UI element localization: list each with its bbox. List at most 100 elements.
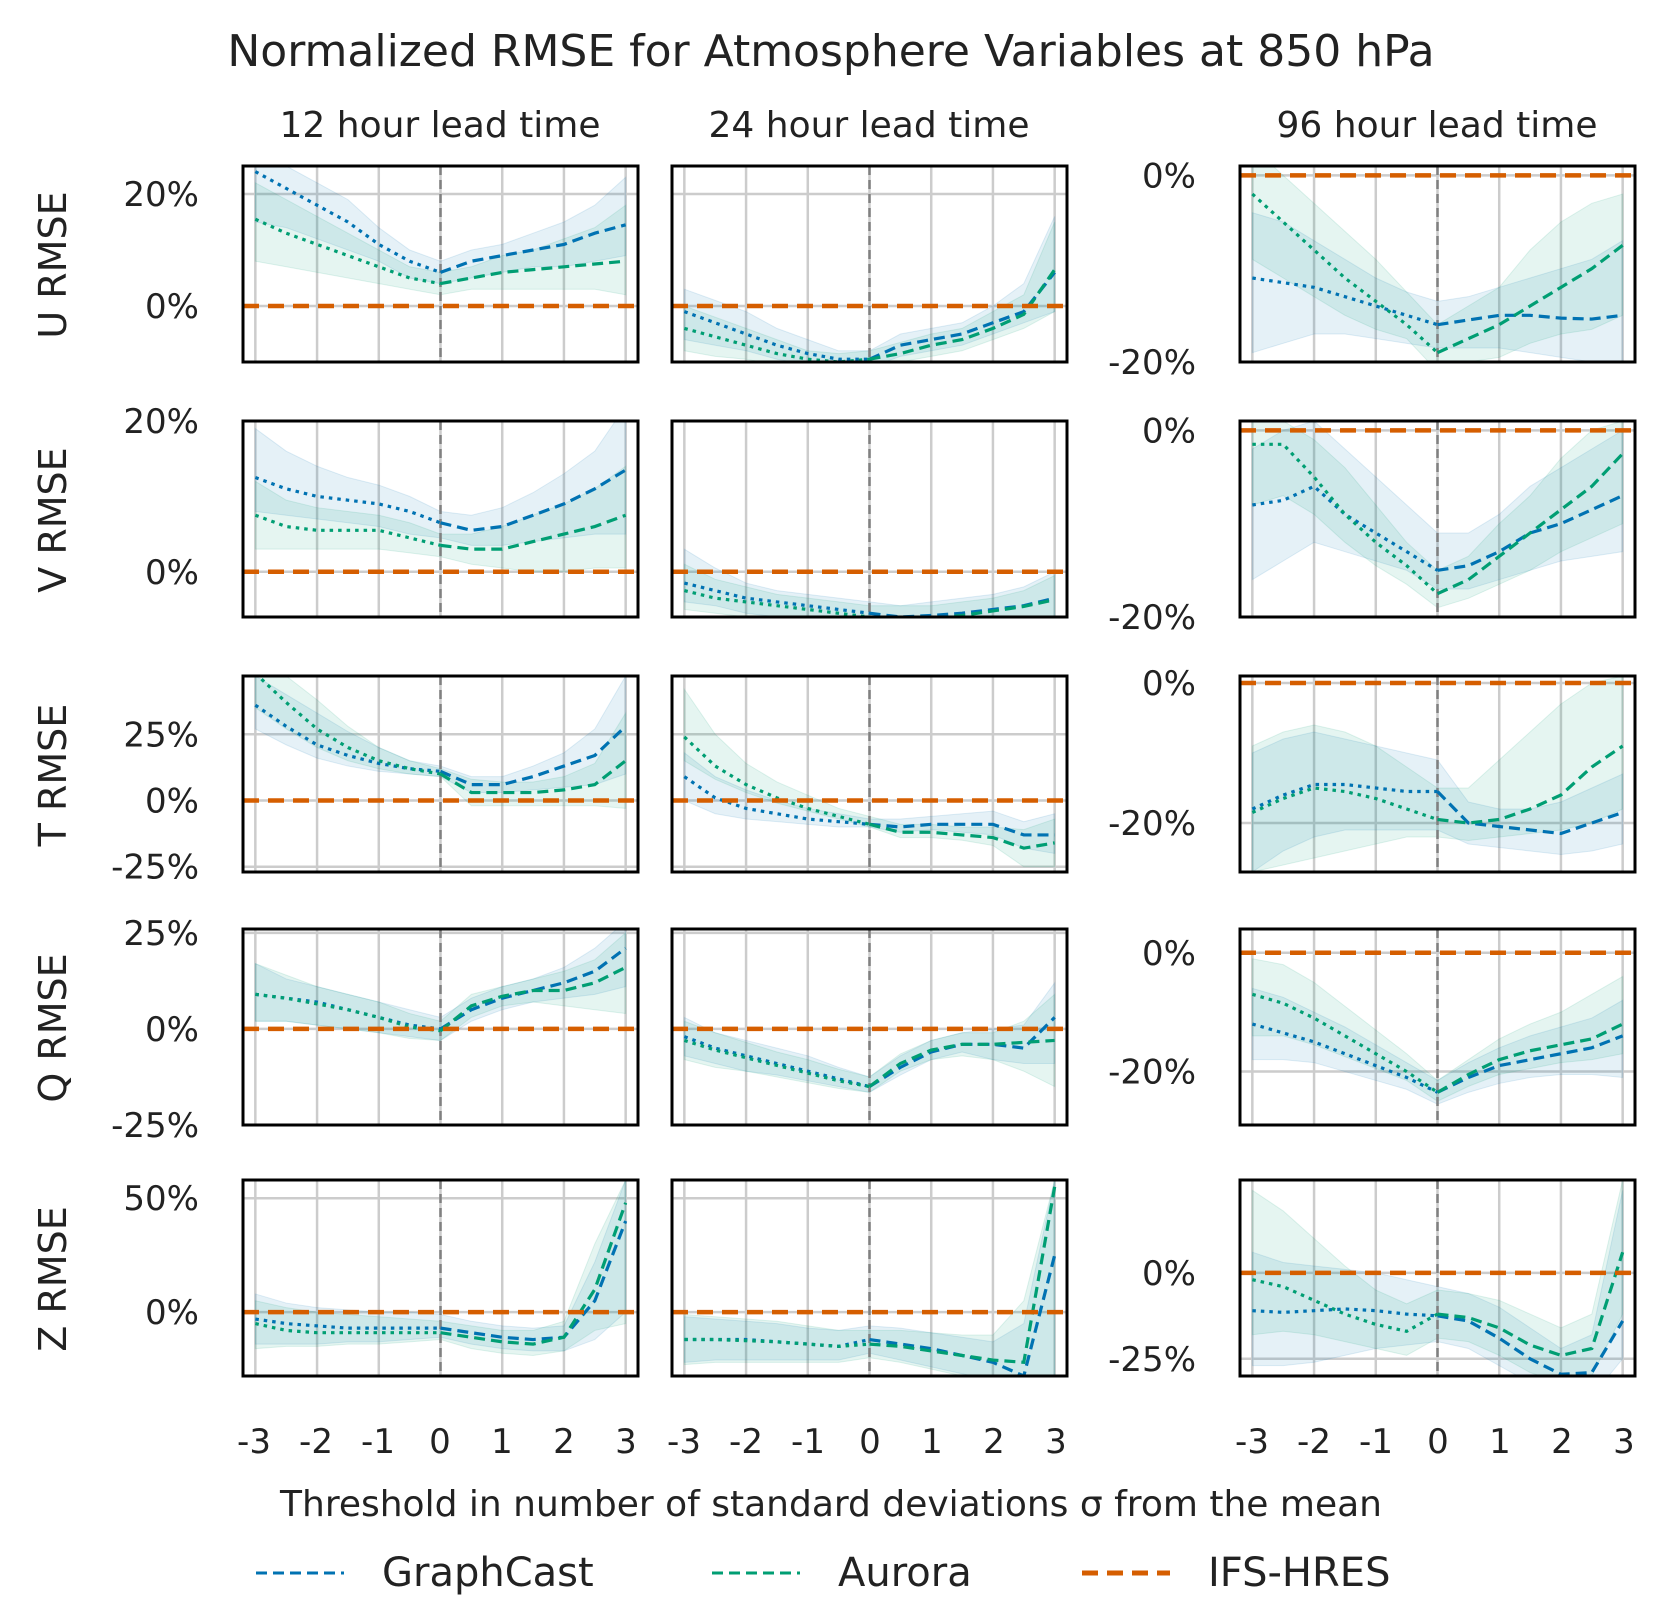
subplot-v-rmse-24-hour-lead-time — [670, 419, 1069, 619]
band-graphcast — [683, 548, 1056, 617]
subplot-frame — [1238, 927, 1637, 1127]
subplot-frame — [1238, 164, 1637, 364]
line-graphcast-below-mean — [1252, 276, 1438, 327]
line-aurora-above-mean — [440, 513, 627, 551]
line-aurora-below-mean — [683, 326, 870, 362]
band-graphcast — [683, 1180, 1056, 1376]
x-tick-label: -3 — [667, 1422, 701, 1462]
line-graphcast-below-mean — [683, 775, 870, 826]
y-tick-label: -20% — [1108, 804, 1196, 844]
band-aurora — [683, 1180, 1056, 1376]
line-aurora-below-mean — [254, 1322, 441, 1335]
x-axis-label: Threshold in number of standard deviatio… — [279, 1484, 1382, 1525]
band-aurora — [1251, 1180, 1624, 1376]
y-tick-label: 20% — [123, 402, 199, 442]
plot-area — [672, 929, 1067, 1125]
band-aurora — [254, 465, 627, 573]
line-graphcast-below-mean — [254, 703, 441, 773]
line-aurora-above-mean — [868, 1038, 1055, 1088]
line-aurora-above-mean — [1437, 1251, 1625, 1358]
x-tick-label: -3 — [1235, 1422, 1269, 1462]
y-tick-label: 0% — [145, 1010, 199, 1050]
subplot-frame — [241, 674, 640, 874]
line-aurora-below-mean — [255, 992, 441, 1033]
subplot-grid: 0% 20% 0% -20% 0% 20% 0% -20% -25% 0% 25% 0% -20% -25… — [111, 156, 1637, 1380]
subplot-frame — [241, 1178, 640, 1378]
line-aurora-below-mean — [683, 735, 870, 826]
row-label-q: Q RMSE — [31, 953, 75, 1102]
subplot-t-rmse-12-hour-lead-time: -25% 0% 25% — [111, 674, 640, 888]
plot-area — [672, 166, 1067, 362]
line-aurora-above-mean — [869, 268, 1056, 361]
band-aurora — [254, 1180, 627, 1356]
column-title-24h: 24 hour lead time — [709, 105, 1030, 146]
subplot-u-rmse-12-hour-lead-time: 0% 20% — [123, 164, 640, 364]
y-tick-label: 25% — [123, 715, 199, 755]
y-tick-label: -20% — [1108, 1053, 1196, 1093]
x-tick-label: 1 — [1489, 1422, 1511, 1462]
y-tick-label: 50% — [123, 1179, 199, 1219]
subplot-u-rmse-96-hour-lead-time: 0% -20% — [1108, 156, 1637, 383]
line-graphcast-above-mean — [439, 946, 627, 1031]
plot-area — [1240, 676, 1635, 872]
column-title-96h: 96 hour lead time — [1277, 105, 1598, 146]
row-label-z: Z RMSE — [31, 1206, 75, 1351]
y-tick-label: 0% — [145, 287, 199, 327]
legend-item-graphcast: GraphCast — [256, 1550, 594, 1596]
x-tick-label: 0 — [1427, 1422, 1449, 1462]
line-graphcast-below-mean — [683, 1035, 870, 1089]
band-graphcast — [1251, 987, 1624, 1105]
subplot-v-rmse-96-hour-lead-time: 0% -20% — [1108, 411, 1637, 638]
y-tick-label: 0% — [145, 553, 199, 593]
plot-area — [672, 421, 1067, 617]
line-graphcast-below-mean — [683, 581, 870, 615]
line-graphcast-below-mean — [254, 476, 442, 525]
y-tick-label: 0% — [1142, 411, 1196, 451]
plot-area — [243, 421, 638, 617]
y-tick-label: -25% — [111, 848, 199, 888]
x-tick-label: 3 — [615, 1422, 637, 1462]
subplot-q-rmse-24-hour-lead-time — [670, 927, 1069, 1127]
band-graphcast — [254, 676, 627, 794]
subplot-v-rmse-12-hour-lead-time: 0% 20% — [123, 402, 640, 619]
y-tick-label: 0% — [1142, 664, 1196, 704]
subplot-frame — [241, 927, 640, 1127]
chart-title: Normalized RMSE for Atmosphere Variables… — [227, 26, 1434, 77]
line-aurora-below-mean — [683, 1038, 870, 1089]
line-graphcast-below-mean — [254, 170, 442, 274]
line-aurora-above-mean — [1437, 744, 1624, 825]
band-aurora — [683, 687, 1056, 868]
line-graphcast-above-mean — [1437, 313, 1623, 327]
x-tick-labels: -3 -2 -1 0 1 2 3 -3 -2 -1 0 1 2 3 -3 -2 … — [237, 1422, 1635, 1462]
legend-label-graphcast: GraphCast — [382, 1550, 594, 1596]
x-tick-label: 0 — [859, 1422, 881, 1462]
plot-area — [243, 166, 638, 362]
plot-area — [1240, 929, 1635, 1125]
subplot-frame — [1238, 1178, 1637, 1378]
legend-label-ifs-hres: IFS-HRES — [1208, 1550, 1390, 1596]
x-tick-label: -2 — [1297, 1422, 1331, 1462]
band-aurora — [1251, 958, 1624, 1102]
line-graphcast-below-mean — [1252, 484, 1439, 572]
y-tick-label: -20% — [1108, 598, 1196, 638]
row-label-u: U RMSE — [31, 191, 75, 338]
line-aurora-above-mean — [439, 759, 627, 795]
plot-area — [243, 676, 638, 872]
y-tick-label: 0% — [1142, 1254, 1196, 1294]
band-graphcast — [1251, 211, 1624, 362]
x-tick-label: 3 — [1045, 1422, 1067, 1462]
legend-label-aurora: Aurora — [838, 1550, 972, 1596]
subplot-frame — [241, 164, 640, 364]
x-tick-label: -2 — [299, 1422, 333, 1462]
plot-area — [672, 1180, 1067, 1376]
x-tick-label: 1 — [491, 1422, 513, 1462]
line-graphcast-above-mean — [439, 223, 627, 274]
y-tick-label: 0% — [145, 1293, 199, 1333]
line-graphcast-above-mean — [440, 468, 627, 532]
x-tick-label: 2 — [1551, 1422, 1573, 1462]
x-tick-label: -1 — [791, 1422, 825, 1462]
band-aurora — [254, 676, 627, 809]
subplot-frame — [670, 419, 1069, 619]
line-graphcast-below-mean — [255, 1317, 441, 1330]
line-graphcast-above-mean — [439, 725, 627, 787]
